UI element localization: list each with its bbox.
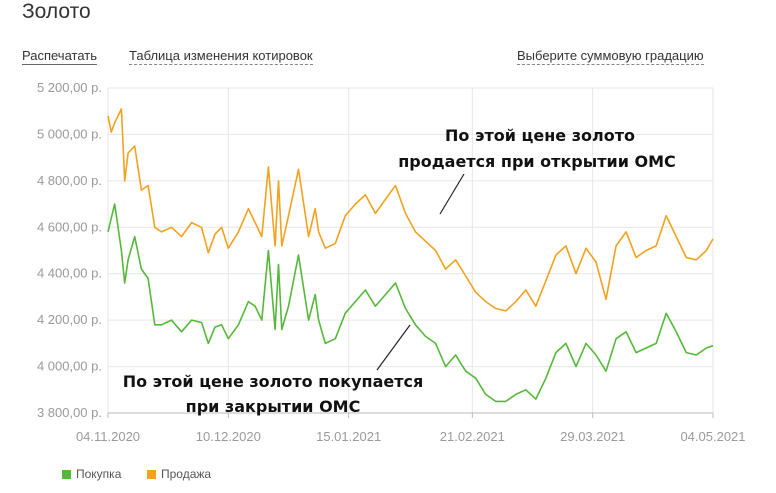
page-title: Золото: [22, 0, 91, 23]
x-tick-label: 04.11.2020: [76, 429, 140, 444]
y-tick-label: 3 800,00 р.: [37, 405, 102, 420]
series-lines: [107, 108, 714, 403]
chart-annotations: По этой цене золото продается при открыти…: [123, 126, 676, 416]
legend-item-sell[interactable]: Продажа: [147, 467, 211, 481]
y-tick-label: 5 200,00 р.: [37, 80, 102, 95]
annotation-buy-line2: при закрытии ОМС: [186, 397, 361, 416]
legend-label-sell: Продажа: [161, 467, 212, 481]
legend-label-buy: Покупка: [76, 467, 122, 481]
y-tick-label: 4 400,00 р.: [37, 266, 102, 281]
x-tick-label: 29.03.2021: [560, 429, 625, 444]
series-line-buy: [107, 203, 714, 403]
annotation-sell-line1: По этой цене золото: [445, 126, 635, 145]
x-tick-label: 15.01.2021: [316, 429, 381, 444]
x-tick-label: 04.05.2021: [680, 429, 745, 444]
y-tick-label: 4 200,00 р.: [37, 312, 102, 327]
y-axis: 3 800,00 р. 4 000,00 р. 4 200,00 р. 4 400,0…: [37, 80, 102, 420]
annotation-sell-pointer: [439, 173, 465, 215]
x-tick-label: 21.02.2021: [440, 429, 505, 444]
annotation-sell-line2: продается при открытии ОМС: [398, 152, 676, 171]
legend-swatch-buy: [62, 469, 71, 479]
y-tick-label: 5 000,00 р.: [37, 126, 102, 141]
x-axis: 04.11.2020 10.12.2020 15.01.2021 21.02.2021…: [76, 412, 746, 444]
legend-item-buy[interactable]: Покупка: [62, 467, 121, 481]
x-tick-label: 10.12.2020: [196, 429, 261, 444]
series-line-sell: [107, 108, 714, 312]
print-link[interactable]: Распечатать: [22, 48, 98, 65]
y-tick-label: 4 800,00 р.: [37, 173, 102, 188]
annotation-buy-line1: По этой цене золото покупается: [123, 372, 424, 391]
y-tick-label: 4 000,00 р.: [37, 359, 102, 374]
quotes-table-link[interactable]: Таблица изменения котировок: [129, 48, 313, 65]
legend-swatch-sell: [147, 469, 156, 479]
annotation-buy-pointer: [376, 324, 411, 371]
gradation-select-link[interactable]: Выберите суммовую градацию: [517, 48, 704, 65]
y-tick-label: 4 600,00 р.: [37, 219, 102, 234]
chart-grid: [107, 87, 714, 414]
